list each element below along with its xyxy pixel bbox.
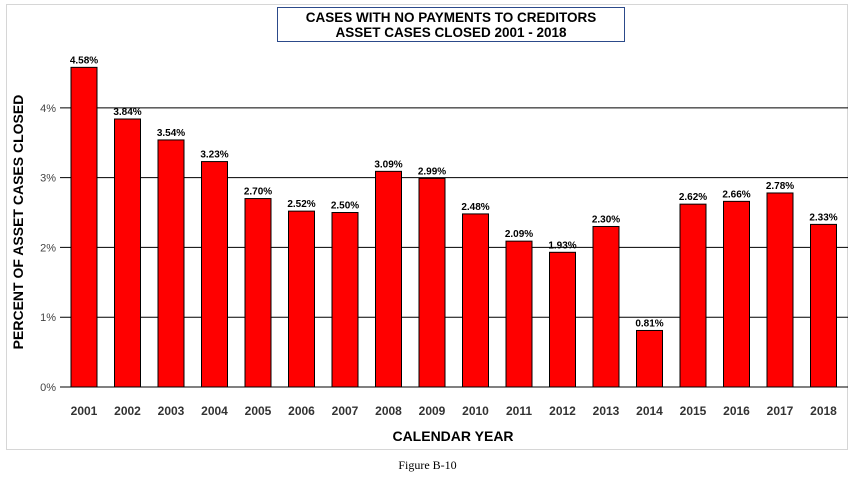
data-label: 2.78% (766, 181, 794, 192)
x-tick-label: 2009 (419, 404, 446, 418)
bar-2011 (505, 240, 533, 388)
x-tick-label: 2004 (201, 404, 228, 418)
bar-2003 (157, 139, 185, 388)
chart-frame (6, 4, 848, 450)
x-tick-label: 2017 (767, 404, 794, 418)
data-label: 2.09% (505, 229, 533, 240)
chart-title: CASES WITH NO PAYMENTS TO CREDITORS (305, 10, 597, 25)
data-label: 3.84% (113, 107, 141, 118)
data-label: 2.48% (461, 202, 489, 213)
data-label: 2.33% (809, 212, 837, 223)
x-tick-label: 2003 (158, 404, 185, 418)
bar-2015 (679, 203, 707, 388)
data-label: 2.66% (722, 189, 750, 200)
x-tick-label: 2006 (288, 404, 315, 418)
bar-2004 (201, 161, 228, 388)
y-tick-label: 3% (40, 173, 56, 185)
x-tick-label: 2010 (462, 404, 489, 418)
bar-2008 (375, 170, 402, 388)
data-label: 3.54% (157, 128, 185, 139)
x-tick-label: 2002 (114, 404, 141, 418)
x-tick-label: 2013 (593, 404, 620, 418)
x-tick-label: 2008 (375, 404, 402, 418)
data-label: 3.23% (200, 150, 228, 161)
bar-2006 (288, 210, 315, 388)
data-label: 2.99% (418, 166, 446, 177)
x-tick-label: 2005 (245, 404, 272, 418)
bar-2001 (70, 66, 98, 388)
chart-title-box: CASES WITH NO PAYMENTS TO CREDITORS ASSE… (277, 7, 625, 42)
figure-caption: Figure B-10 (398, 458, 457, 472)
x-tick-label: 2012 (549, 404, 576, 418)
x-tick-label: 2015 (680, 404, 707, 418)
bar-2017 (766, 192, 794, 388)
y-tick-label: 2% (40, 242, 56, 254)
bar-2018 (810, 223, 837, 388)
data-label: 2.52% (287, 199, 315, 210)
bar-2010 (462, 213, 489, 388)
data-label: 1.93% (548, 240, 576, 251)
x-axis-title: CALENDAR YEAR (392, 428, 513, 444)
bar-2016 (723, 200, 750, 388)
x-tick-label: 2007 (332, 404, 359, 418)
bar-2014 (636, 329, 663, 388)
bar-2012 (549, 251, 576, 388)
gridlines (60, 107, 848, 388)
bar-2009 (418, 177, 446, 388)
x-tick-labels: 2001 2002 2003 2004 2005 2006 2007 2008 2009 2010… (71, 404, 838, 418)
chart-subtitle: ASSET CASES CLOSED 2001 - 2018 (335, 25, 567, 40)
y-tick-label: 4% (40, 103, 56, 115)
x-tick-label: 2014 (636, 404, 663, 418)
bar-2013 (592, 225, 620, 388)
bar-2002 (114, 118, 141, 388)
data-label: 2.62% (679, 192, 707, 203)
bars (70, 66, 837, 388)
data-labels: 4.58% 3.84% 3.54% 3.23% 2.70% 2.52% 2.50% 3.09%… (70, 55, 838, 329)
y-axis-title: PERCENT OF ASSET CASES CLOSED (10, 95, 26, 350)
data-label: 4.58% (70, 55, 98, 66)
data-label: 2.50% (331, 201, 359, 212)
data-label: 2.70% (244, 187, 272, 198)
x-tick-label: 2016 (723, 404, 750, 418)
data-label: 2.30% (592, 214, 620, 225)
y-tick-label: 1% (40, 312, 56, 324)
x-tick-label: 2001 (71, 404, 98, 418)
bar-2007 (331, 212, 359, 388)
y-tick-label: 0% (40, 382, 56, 394)
y-tick-labels: 0% 1% 2% 3% 4% (40, 103, 56, 394)
bar-2005 (244, 198, 272, 388)
data-label: 0.81% (635, 318, 663, 329)
x-tick-label: 2018 (810, 404, 837, 418)
data-label: 3.09% (374, 159, 402, 170)
bar-chart: 0% 1% 2% 3% 4% 4.58% 3.84% 3.54% 3.23% 2.70% 2.52… (10, 55, 848, 444)
x-tick-label: 2011 (506, 404, 532, 418)
